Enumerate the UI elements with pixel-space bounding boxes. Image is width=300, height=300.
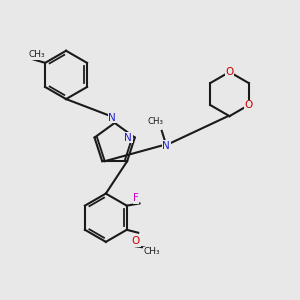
Text: O: O [132,236,140,246]
Text: N: N [124,133,132,142]
Text: N: N [108,112,116,123]
Text: N: N [162,141,170,151]
Text: CH₃: CH₃ [148,117,164,126]
Text: O: O [225,67,234,77]
Text: CH₃: CH₃ [28,50,45,59]
Text: O: O [244,100,253,110]
Text: F: F [133,193,139,203]
Text: CH₃: CH₃ [143,248,160,256]
